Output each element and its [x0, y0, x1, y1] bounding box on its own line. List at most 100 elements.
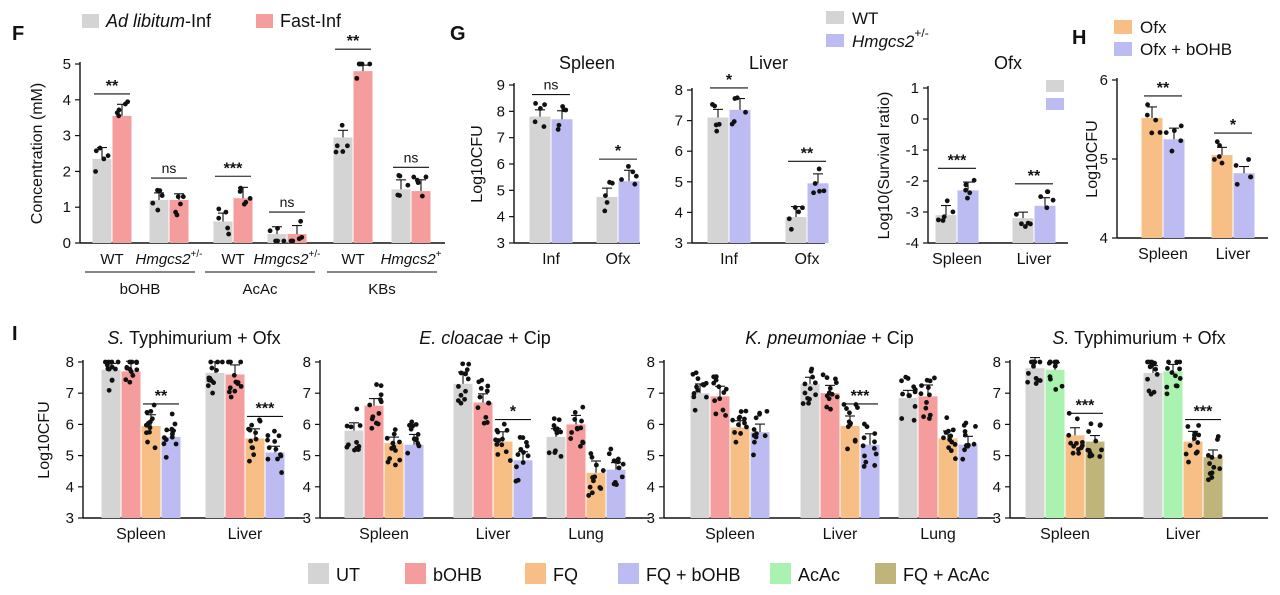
data-point — [130, 373, 136, 378]
data-point — [1246, 157, 1251, 162]
data-point — [484, 388, 490, 394]
legend-label-suffix: -Inf — [185, 11, 212, 31]
y-tick-label: 8 — [647, 354, 655, 371]
data-point — [899, 378, 904, 384]
data-point — [926, 392, 932, 398]
data-point — [788, 226, 794, 232]
data-point — [899, 416, 905, 421]
data-point — [962, 432, 968, 438]
data-point — [1165, 366, 1170, 371]
data-point — [173, 441, 179, 447]
data-point — [824, 393, 830, 399]
data-point — [463, 371, 468, 377]
data-point — [1215, 434, 1221, 439]
data-point — [354, 75, 360, 81]
data-point — [148, 408, 154, 414]
data-point — [744, 424, 749, 430]
legend-label: FQ + AcAc — [903, 565, 990, 585]
data-point — [1172, 373, 1178, 379]
panel-title-italic: E. cloacae — [419, 328, 503, 348]
data-point — [1178, 123, 1184, 129]
data-point — [173, 209, 179, 215]
legend-swatch — [525, 563, 546, 584]
data-point — [144, 410, 150, 415]
bar — [169, 200, 189, 243]
panel-title: Spleen — [559, 53, 615, 73]
bar — [205, 372, 225, 518]
data-point — [1211, 157, 1217, 162]
data-point — [862, 453, 867, 459]
data-point — [872, 439, 877, 445]
data-point — [134, 367, 140, 373]
bar — [935, 215, 957, 243]
data-point — [1097, 454, 1103, 459]
data-point — [116, 107, 122, 113]
data-point — [925, 385, 931, 390]
bar — [364, 405, 384, 518]
data-point — [411, 174, 417, 180]
data-point — [170, 431, 175, 437]
data-point — [233, 379, 239, 385]
data-point — [1145, 376, 1150, 382]
data-point — [911, 417, 917, 423]
data-point — [833, 380, 839, 386]
data-point — [249, 422, 255, 428]
data-point — [155, 187, 160, 193]
data-point — [855, 405, 860, 411]
bar — [1065, 435, 1085, 518]
x-tick-label-main: WT — [221, 251, 244, 268]
bar — [707, 117, 729, 243]
x-tick-label-main: Hmgcs2 — [381, 251, 437, 268]
bar — [957, 190, 979, 243]
data-point — [1209, 455, 1215, 460]
legend-label: Hmgcs2+/- — [852, 26, 929, 51]
data-point — [807, 386, 813, 392]
data-point — [860, 443, 866, 449]
y-tick-label: 6 — [993, 416, 1001, 433]
panel-title-italic: S. — [1052, 328, 1069, 348]
data-point — [494, 427, 500, 433]
legend-swatch — [875, 563, 896, 584]
data-point — [714, 128, 720, 134]
panel-title: S. Typhimurium + Ofx — [107, 328, 280, 348]
legend-label: WT — [852, 9, 878, 28]
y-tick-label: 6 — [497, 156, 505, 173]
data-point — [611, 458, 617, 464]
data-point — [1035, 377, 1041, 383]
data-point — [273, 446, 279, 452]
data-point — [415, 432, 421, 437]
data-point — [278, 453, 284, 459]
data-point — [1146, 359, 1152, 365]
data-point — [971, 177, 977, 183]
data-point — [563, 107, 569, 113]
bar — [551, 119, 573, 243]
data-point — [228, 394, 234, 400]
data-point — [630, 169, 636, 175]
significance-label: ns — [404, 149, 419, 165]
data-point — [572, 417, 578, 422]
data-point — [1074, 416, 1080, 422]
data-point — [106, 387, 112, 393]
x-tick-label: Spleen — [932, 251, 982, 268]
data-point — [395, 192, 401, 198]
legend-label: Ofx — [1140, 18, 1167, 37]
data-point — [558, 429, 564, 435]
data-point — [123, 377, 129, 383]
data-point — [751, 452, 756, 458]
data-point — [752, 439, 757, 445]
data-point — [950, 427, 956, 433]
data-point — [405, 450, 411, 456]
data-point — [1166, 359, 1171, 365]
y-tick-label: 4 — [1100, 230, 1108, 247]
y-axis-label: Log10CFU — [469, 125, 486, 202]
data-point — [962, 447, 967, 453]
data-point — [275, 238, 280, 244]
data-point — [919, 383, 924, 388]
y-tick-label: 7 — [66, 385, 74, 402]
x-tick-label: Ofx — [606, 251, 631, 268]
data-point — [1028, 221, 1033, 227]
data-point — [764, 408, 770, 414]
data-point — [1031, 363, 1036, 369]
bar — [333, 137, 353, 243]
bar — [513, 460, 533, 518]
